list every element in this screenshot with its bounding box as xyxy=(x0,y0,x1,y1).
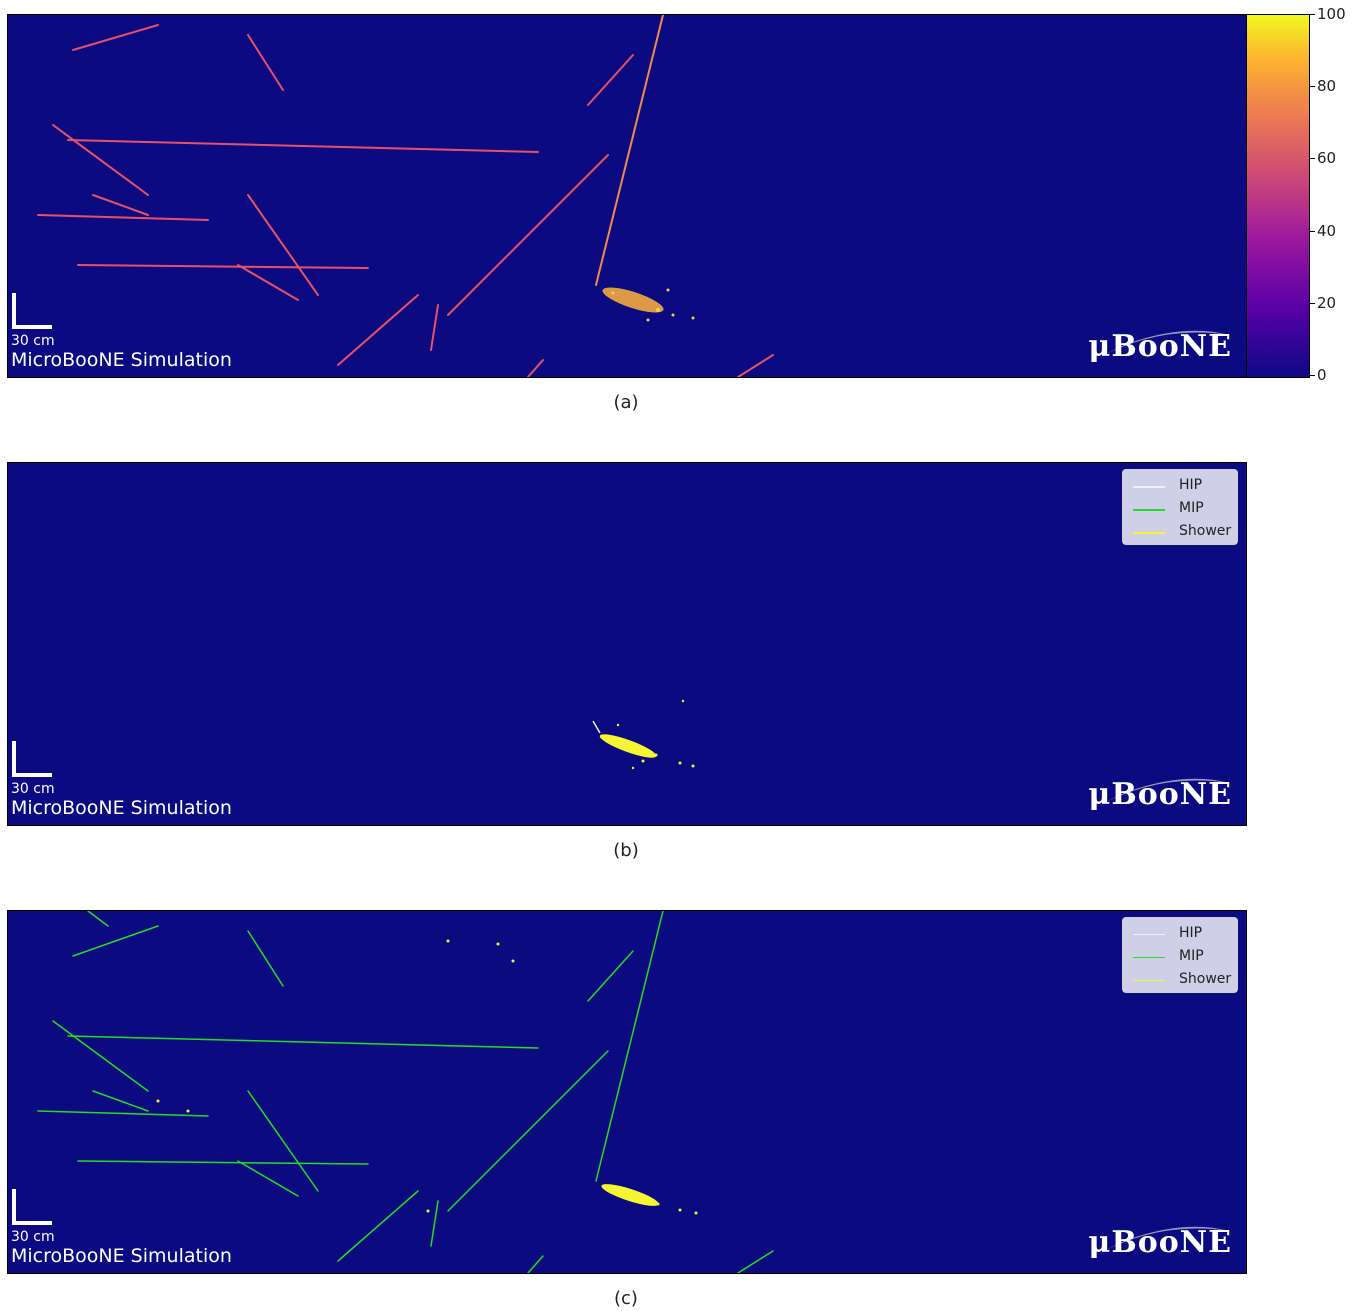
legend: HIP MIP Shower xyxy=(1122,469,1238,545)
caption-b: (b) xyxy=(613,840,639,861)
legend-label: Shower xyxy=(1179,971,1232,987)
legend-swatch xyxy=(1133,486,1165,488)
colorbar-tick xyxy=(1309,14,1315,15)
scale-bar-vertical xyxy=(12,1189,16,1225)
legend-item-shower: Shower xyxy=(1129,970,1233,990)
panel-b-tracks xyxy=(592,699,695,770)
legend-label: MIP xyxy=(1179,948,1204,964)
colorbar-tick-label: 0 xyxy=(1317,366,1327,384)
legend-swatch xyxy=(1133,980,1165,981)
colorbar-tick xyxy=(1309,303,1315,304)
microboone-logo: μBooNE xyxy=(1088,777,1232,812)
colorbar-tick-label: 100 xyxy=(1317,5,1346,23)
scale-label: 30 cm xyxy=(11,1229,55,1245)
colorbar-tick-label: 40 xyxy=(1317,222,1337,240)
scale-label: 30 cm xyxy=(11,333,55,349)
scale-bar-vertical xyxy=(12,293,16,329)
legend-item-shower: Shower xyxy=(1129,522,1233,542)
panel-c-tracks xyxy=(37,911,774,1273)
legend-item-hip: HIP xyxy=(1129,924,1233,944)
scale-bar-horizontal xyxy=(12,773,52,777)
caption-c: (c) xyxy=(614,1288,638,1309)
microboone-logo: μBooNE xyxy=(1088,1225,1232,1260)
legend-swatch xyxy=(1133,532,1165,534)
legend: HIP MIP Shower xyxy=(1122,917,1238,993)
caption-a: (a) xyxy=(613,392,639,413)
legend-item-mip: MIP xyxy=(1129,499,1233,519)
scale-bar-horizontal xyxy=(12,325,52,329)
microboone-logo: μBooNE xyxy=(1088,329,1232,364)
legend-label: HIP xyxy=(1179,925,1203,941)
colorbar-tick-label: 60 xyxy=(1317,149,1337,167)
panel-c-full-prediction: HIP MIP Shower 30 cm MicroBooNE Simulati… xyxy=(7,910,1247,1274)
legend-swatch xyxy=(1133,509,1165,511)
panel-b-shower xyxy=(599,699,695,770)
colorbar-tick xyxy=(1309,231,1315,232)
legend-label: MIP xyxy=(1179,500,1204,516)
panel-c-shower xyxy=(156,939,698,1215)
scale-bar-horizontal xyxy=(12,1221,52,1225)
legend-label: Shower xyxy=(1179,523,1232,539)
simulation-label: MicroBooNE Simulation xyxy=(11,1245,232,1267)
legend-swatch xyxy=(1133,957,1165,958)
colorbar-tick xyxy=(1309,86,1315,87)
panel-a-tracks xyxy=(37,15,774,377)
colorbar-tick-label: 80 xyxy=(1317,77,1337,95)
panel-b-shower-prediction: HIP MIP Shower 30 cm MicroBooNE Simulati… xyxy=(7,462,1247,826)
colorbar-tick-label: 20 xyxy=(1317,294,1337,312)
simulation-label: MicroBooNE Simulation xyxy=(11,797,232,819)
colorbar-tick xyxy=(1309,375,1315,376)
colorbar-tick xyxy=(1309,158,1315,159)
colorbar xyxy=(1246,14,1310,378)
legend-swatch xyxy=(1133,934,1165,935)
simulation-label: MicroBooNE Simulation xyxy=(11,349,232,371)
scale-bar-vertical xyxy=(12,741,16,777)
legend-label: HIP xyxy=(1179,477,1203,493)
scale-label: 30 cm xyxy=(11,781,55,797)
panel-a-shower xyxy=(602,287,695,322)
legend-item-hip: HIP xyxy=(1129,476,1233,496)
panel-a-raw-image: 30 cm MicroBooNE Simulation μBooNE xyxy=(7,14,1247,378)
legend-item-mip: MIP xyxy=(1129,947,1233,967)
